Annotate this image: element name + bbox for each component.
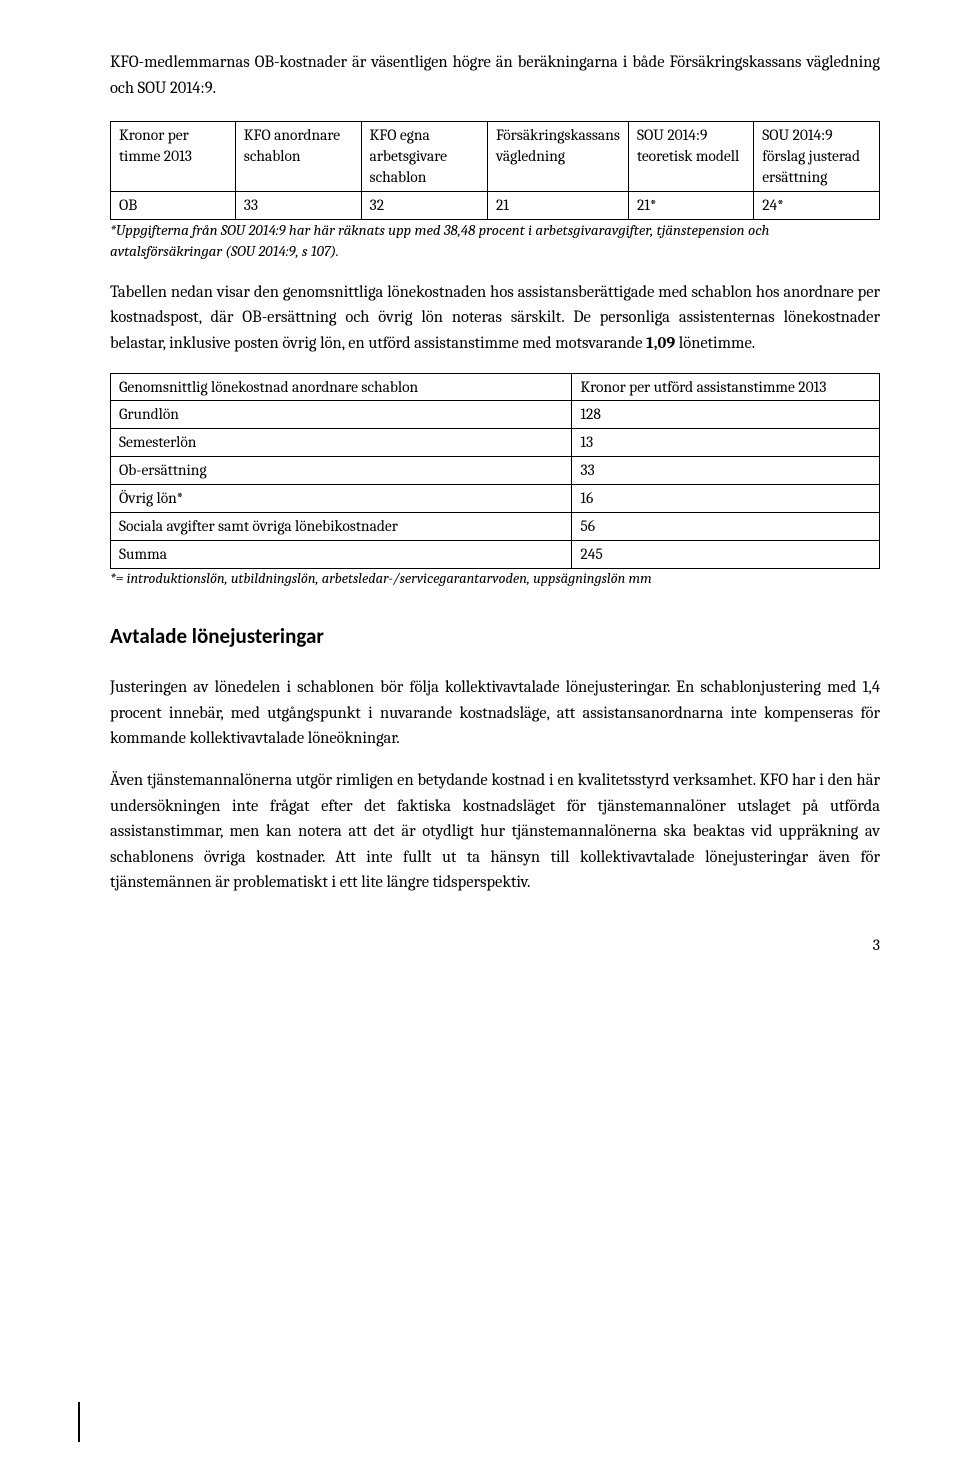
section-heading: Avtalade lönejusteringar — [110, 623, 880, 649]
bold-value: 1,09 — [646, 334, 675, 353]
left-margin-rule — [78, 1402, 80, 1442]
table-header-cell: Försäkringskassans vägledning — [487, 122, 628, 192]
table-row: Sociala avgifter samt övriga lönebikostn… — [111, 513, 880, 541]
table-cell: 33 — [572, 457, 880, 485]
table1-footnote: *Uppgifterna från SOU 2014:9 har här räk… — [110, 220, 880, 262]
table-row: Grundlön 128 — [111, 401, 880, 429]
table-cell: 21* — [628, 191, 753, 219]
body-paragraph: Även tjänstemannalönerna utgör rimligen … — [110, 768, 880, 896]
table-cell: 128 — [572, 401, 880, 429]
body-paragraph: Justeringen av lönedelen i schablonen bö… — [110, 675, 880, 752]
table-description-paragraph: Tabellen nedan visar den genomsnittliga … — [110, 280, 880, 357]
table-cell: OB — [111, 191, 236, 219]
table-cell: 24* — [754, 191, 880, 219]
table-cell: Grundlön — [111, 401, 572, 429]
table-row: Genomsnittlig lönekostnad anordnare scha… — [111, 373, 880, 401]
table-cell: Sociala avgifter samt övriga lönebikostn… — [111, 513, 572, 541]
table-cell: Ob-ersättning — [111, 457, 572, 485]
table-row: Summa 245 — [111, 541, 880, 569]
table-cell: 56 — [572, 513, 880, 541]
table-header-cell: SOU 2014:9 förslag justerad ersättning — [754, 122, 880, 192]
table-cell: 33 — [235, 191, 361, 219]
page-content: KFO-medlemmarnas OB-kostnader är väsentl… — [0, 0, 960, 994]
paragraph-text: lönetimme. — [675, 334, 755, 353]
table-cell: Semesterlön — [111, 429, 572, 457]
ob-cost-table: Kronor per timme 2013 KFO anordnare scha… — [110, 121, 880, 220]
table-header-cell: KFO egna arbetsgivare schablon — [361, 122, 487, 192]
table-cell: Summa — [111, 541, 572, 569]
table-cell: 21 — [487, 191, 628, 219]
table2-footnote: *= introduktionslön, utbildningslön, arb… — [110, 569, 880, 589]
table-header-cell: Kronor per timme 2013 — [111, 122, 236, 192]
table-cell: 16 — [572, 485, 880, 513]
table-header-cell: Genomsnittlig lönekostnad anordnare scha… — [111, 373, 572, 401]
table-cell: 32 — [361, 191, 487, 219]
table-cell: Övrig lön* — [111, 485, 572, 513]
table-row: Semesterlön 13 — [111, 429, 880, 457]
table-cell: 245 — [572, 541, 880, 569]
table-header-cell: SOU 2014:9 teoretisk modell — [628, 122, 753, 192]
table-cell: 13 — [572, 429, 880, 457]
table-header-cell: KFO anordnare schablon — [235, 122, 361, 192]
intro-paragraph: KFO-medlemmarnas OB-kostnader är väsentl… — [110, 50, 880, 101]
table-row: OB 33 32 21 21* 24* — [111, 191, 880, 219]
avg-wage-cost-table: Genomsnittlig lönekostnad anordnare scha… — [110, 373, 880, 569]
page-number: 3 — [110, 936, 880, 954]
table-row: Kronor per timme 2013 KFO anordnare scha… — [111, 122, 880, 192]
table-row: Övrig lön* 16 — [111, 485, 880, 513]
table-header-cell: Kronor per utförd assistanstimme 2013 — [572, 373, 880, 401]
paragraph-text: Tabellen nedan visar den genomsnittliga … — [110, 283, 880, 353]
table-row: Ob-ersättning 33 — [111, 457, 880, 485]
